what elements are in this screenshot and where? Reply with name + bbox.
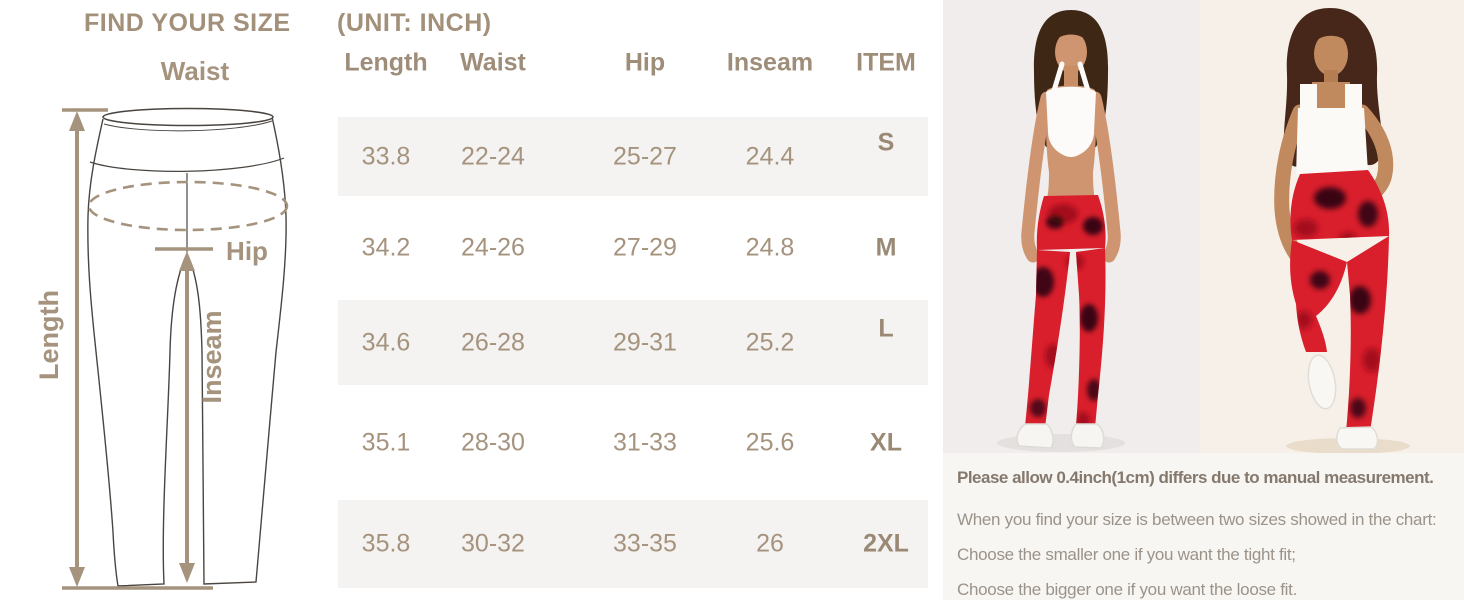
table-row-size-m: 34.2 24-26 27-29 24.8 M bbox=[338, 196, 928, 300]
cell-item: M bbox=[875, 233, 897, 262]
cell-length: 34.6 bbox=[361, 328, 411, 356]
waist-label: Waist bbox=[161, 56, 230, 86]
length-label: Length bbox=[34, 290, 64, 380]
cell-inseam: 24.4 bbox=[745, 142, 795, 170]
note-loose-fit: Choose the bigger one if you want the lo… bbox=[957, 580, 1297, 599]
cell-item: 2XL bbox=[863, 529, 909, 558]
cell-hip: 25-27 bbox=[613, 142, 677, 170]
model-illustration-plus-size bbox=[1274, 8, 1410, 453]
cell-hip: 33-35 bbox=[613, 529, 677, 558]
cell-length: 34.2 bbox=[361, 233, 411, 262]
cell-waist: 22-24 bbox=[461, 142, 525, 170]
table-row-size-2xl: 35.8 30-32 33-35 26 2XL bbox=[338, 500, 928, 588]
cell-length: 35.1 bbox=[361, 428, 411, 456]
cell-inseam: 24.8 bbox=[745, 233, 795, 262]
cell-hip: 29-31 bbox=[613, 328, 677, 356]
hip-label: Hip bbox=[226, 236, 268, 266]
cell-item: XL bbox=[870, 428, 902, 456]
cell-length: 33.8 bbox=[361, 142, 411, 170]
tie-dye-leggings bbox=[1290, 170, 1390, 432]
leggings-measurement-diagram: Waist Hip Length Inseam bbox=[34, 56, 289, 590]
cell-inseam: 25.6 bbox=[745, 428, 795, 456]
page-title: FIND YOUR SIZE bbox=[84, 9, 291, 37]
model-photo-plus-size bbox=[1200, 0, 1464, 453]
cell-item: L bbox=[878, 314, 894, 342]
cell-hip: 31-33 bbox=[613, 428, 677, 456]
cell-inseam: 25.2 bbox=[745, 328, 795, 356]
size-table-header: Length Waist Hip Inseam ITEM bbox=[338, 40, 928, 85]
inseam-label: Inseam bbox=[197, 310, 227, 403]
inseam-arrow bbox=[155, 247, 213, 583]
column-header-inseam: Inseam bbox=[726, 48, 814, 76]
length-arrow bbox=[62, 108, 213, 590]
column-header-length: Length bbox=[344, 48, 428, 76]
cell-waist: 30-32 bbox=[461, 529, 525, 558]
measurement-notes: Please allow 0.4inch(1cm) differs due to… bbox=[957, 466, 1464, 600]
unit-label: (UNIT: INCH) bbox=[337, 9, 492, 37]
cell-waist: 28-30 bbox=[461, 428, 525, 456]
leggings-outline bbox=[87, 107, 287, 587]
cell-waist: 24-26 bbox=[461, 233, 525, 262]
cell-item: S bbox=[877, 128, 895, 156]
note-measurement-tolerance: Please allow 0.4inch(1cm) differs due to… bbox=[957, 468, 1434, 487]
column-header-hip: Hip bbox=[624, 48, 666, 76]
cell-hip: 27-29 bbox=[613, 233, 677, 262]
model-photo-standard bbox=[943, 0, 1200, 453]
column-header-item: ITEM bbox=[856, 48, 916, 76]
size-table: Length Waist Hip Inseam ITEM 33.8 22-24 … bbox=[338, 40, 928, 588]
cell-waist: 26-28 bbox=[461, 328, 525, 356]
column-header-waist: Waist bbox=[460, 48, 526, 76]
hip-dashed-ellipse bbox=[87, 180, 289, 232]
note-between-sizes: When you find your size is between two s… bbox=[957, 510, 1437, 529]
note-tight-fit: Choose the smaller one if you want the t… bbox=[957, 545, 1296, 564]
model-illustration-standard bbox=[997, 10, 1125, 452]
table-row-size-s: 33.8 22-24 25-27 24.4 S bbox=[338, 117, 928, 196]
table-row-size-l: 34.6 26-28 29-31 25.2 L bbox=[338, 300, 928, 385]
cell-inseam: 26 bbox=[756, 529, 784, 558]
table-row-size-xl: 35.1 28-30 31-33 25.6 XL bbox=[338, 385, 928, 500]
notes-panel-background bbox=[943, 453, 1464, 600]
cell-length: 35.8 bbox=[361, 529, 411, 558]
